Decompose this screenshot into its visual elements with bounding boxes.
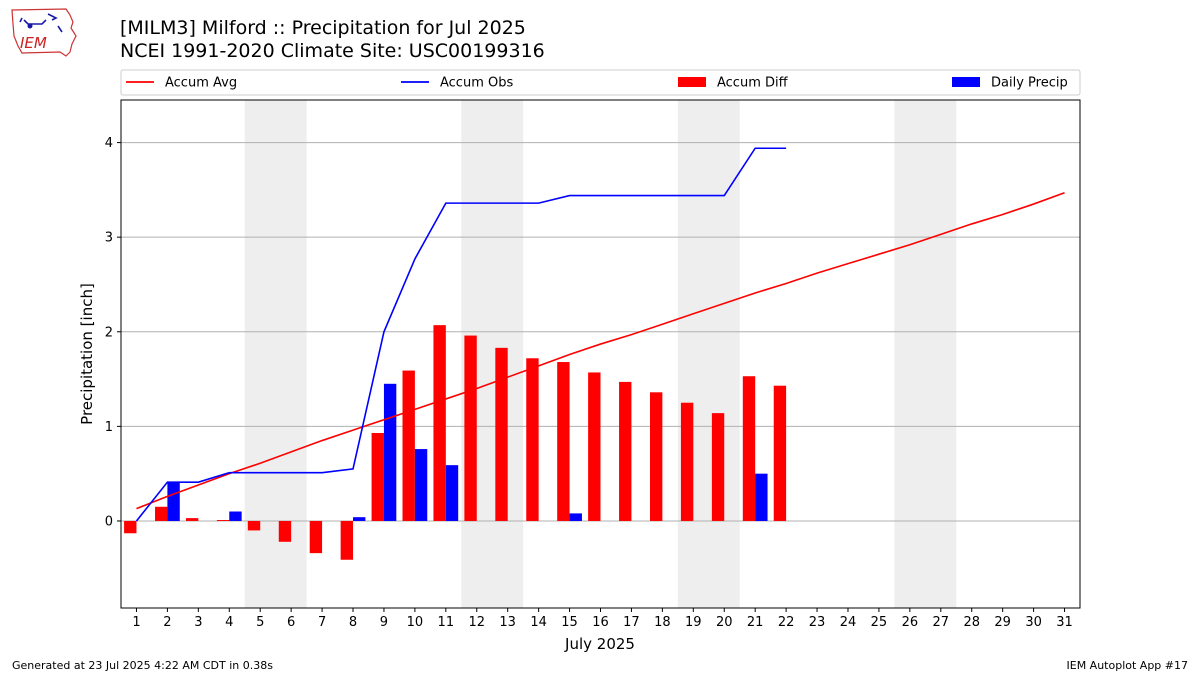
daily-precip-bar-day-21 [755,473,768,521]
accum-diff-bar-day-22 [773,385,787,521]
weekend-band-3 [677,100,740,608]
y-tick-label-4: 4 [105,136,113,151]
accum-diff-bar-day-12 [464,335,477,521]
x-tick-label-5: 5 [256,615,264,630]
sensor-icon [27,23,33,29]
accum-diff-bar-day-15 [557,362,570,521]
accum-diff-bar-day-4 [216,520,230,521]
weather-icon [19,13,63,33]
y-tick-label-1: 1 [105,420,113,435]
accum-avg-line [136,191,1065,510]
legend-label-accum-obs: Accum Obs [440,76,513,91]
x-tick-label-8: 8 [349,615,357,630]
accum-diff-bar-day-5 [247,520,261,531]
legend-swatch-accum-diff [678,77,706,87]
legend-swatch-daily-precip [952,77,980,87]
x-tick-label-10: 10 [407,615,424,630]
daily-precip-bar-day-4 [229,511,242,521]
chart-title: [MILM3] Milford :: Precipitation for Jul… [120,17,526,39]
daily-precip-bar-day-11 [445,465,459,521]
logo-text: IEM [20,34,47,52]
accum-diff-bar-day-6 [278,520,292,542]
x-tick-label-13: 13 [499,615,516,630]
x-tick-label-20: 20 [716,615,733,630]
weekend-band-4 [894,100,957,608]
iem-logo: IEM [11,8,77,57]
x-tick-label-12: 12 [468,615,485,630]
accum-diff-bar-day-8 [340,520,354,560]
x-tick-label-15: 15 [561,615,578,630]
accum-diff-bar-day-17 [619,381,632,521]
x-tick-label-19: 19 [685,615,702,630]
x-tick-label-21: 21 [747,615,764,630]
x-tick-label-18: 18 [654,615,671,630]
legend-label-accum-diff: Accum Diff [717,76,789,91]
legend-frame [120,69,1081,96]
accum-diff-bar-day-11 [433,325,446,521]
y-tick-label-2: 2 [105,325,113,340]
x-tick-label-6: 6 [287,615,295,630]
y-tick-label-3: 3 [105,231,113,246]
x-tick-label-24: 24 [840,615,857,630]
accum-diff-bar-day-13 [495,347,508,521]
y-axis-label: Precipitation [inch] [78,283,96,425]
x-tick-label-27: 27 [933,615,950,630]
y-axis-ticks: 0 1 2 3 4 [105,136,121,529]
accum-diff-bar-day-14 [526,358,539,521]
accum-diff-bar-day-19 [680,402,694,521]
generated-timestamp: Generated at 23 Jul 2025 4:22 AM CDT in … [12,659,273,672]
x-tick-label-26: 26 [902,615,919,630]
accum-diff-bar-day-7 [309,520,323,554]
accum-diff-bar-day-10 [402,370,415,521]
accum-diff-bar-day-3 [185,518,199,521]
x-tick-label-16: 16 [592,615,609,630]
x-tick-label-30: 30 [1025,615,1042,630]
x-tick-label-11: 11 [438,615,455,630]
accum-obs-line [135,147,787,522]
x-tick-label-1: 1 [132,615,140,630]
x-axis-label: July 2025 [564,635,635,653]
accum-diff-bar-day-18 [649,392,663,521]
x-tick-label-28: 28 [963,615,980,630]
accum-diff-bar-day-9 [371,432,384,521]
x-tick-label-4: 4 [225,615,233,630]
daily-precip-bar-day-8 [353,517,366,521]
x-tick-label-17: 17 [623,615,640,630]
x-axis-ticks: 1 2 3 4 5 6 7 8 9 10 11 12 13 14 15 16 17 18 19 20 21 22 23 24 2… [132,608,1073,630]
chart-subtitle: NCEI 1991-2020 Climate Site: USC00199316 [120,40,545,62]
x-tick-label-31: 31 [1056,615,1073,630]
x-tick-label-7: 7 [318,615,326,630]
accum-diff-bar-day-16 [588,372,601,521]
x-tick-label-25: 25 [871,615,888,630]
legend-label-daily-precip: Daily Precip [991,76,1068,91]
bar-series [124,325,787,560]
accum-diff-bar-day-1 [124,520,137,534]
accum-diff-bar-day-21 [742,376,756,521]
legend-label-accum-avg: Accum Avg [165,76,237,91]
x-tick-label-14: 14 [530,615,547,630]
accum-diff-bar-day-2 [155,506,168,521]
daily-precip-bar-day-15 [569,513,582,521]
legend: Accum Avg Accum Obs Accum Diff Daily Precip [120,69,1081,96]
daily-precip-bar-day-10 [414,449,428,521]
line-series [135,147,1065,522]
x-tick-label-3: 3 [194,615,202,630]
weekend-band-1 [244,100,307,608]
app-credit: IEM Autoplot App #17 [1066,659,1189,672]
iowa-outline [11,8,77,57]
x-tick-label-22: 22 [778,615,795,630]
daily-precip-bar-day-9 [383,383,397,521]
x-tick-label-9: 9 [380,615,388,630]
x-tick-label-29: 29 [994,615,1011,630]
daily-precip-bar-day-2 [167,482,180,521]
y-tick-label-0: 0 [105,514,113,529]
x-tick-label-23: 23 [809,615,826,630]
accum-diff-bar-day-20 [711,413,725,521]
x-tick-label-2: 2 [163,615,171,630]
